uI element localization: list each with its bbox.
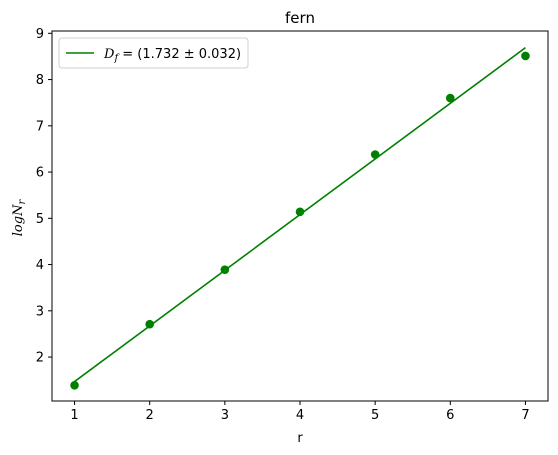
data-point-0 [70,380,79,390]
data-point-2 [220,265,230,274]
x-tick-label-5: 6 [446,408,454,423]
y-tick-label-2: 4 [36,258,44,273]
legend-symbol: D [103,47,115,62]
legend-label: Df = (1.732 ± 0.032) [103,47,241,64]
y-tick-label-7: 9 [36,27,44,42]
data-marks [70,47,530,390]
y-tick-label-3: 5 [36,212,44,227]
x-tick-label-4: 5 [371,408,379,423]
legend-value: = (1.732 ± 0.032) [118,47,241,62]
data-point-6 [521,51,530,61]
chart-title: fern [285,9,315,27]
y-axis-label: logNr [11,199,28,237]
legend-subscript: f [113,53,120,64]
data-point-4 [370,150,380,159]
x-tick-label-1: 2 [146,408,154,423]
y-axis: 2 3 4 5 6 7 8 9 [36,27,52,366]
y-axis-label-sub: r [17,199,28,205]
x-axis: 1 2 3 4 5 6 7 [70,401,530,423]
y-tick-label-5: 7 [36,119,44,134]
y-tick-label-6: 8 [36,73,44,88]
data-point-5 [446,93,455,103]
y-tick-label-0: 2 [36,351,44,366]
legend: Df = (1.732 ± 0.032) [58,37,249,69]
x-tick-label-3: 4 [296,408,304,423]
legend-box [58,37,249,69]
x-axis-label: r [297,431,303,446]
y-tick-label-4: 6 [36,166,44,181]
x-tick-label-2: 3 [221,408,229,423]
y-tick-label-1: 3 [36,304,44,319]
x-tick-label-0: 1 [70,408,78,423]
data-point-3 [295,207,305,217]
y-axis-label-base: logN [11,204,26,236]
data-point-1 [145,319,154,329]
x-tick-label-6: 7 [521,408,529,423]
